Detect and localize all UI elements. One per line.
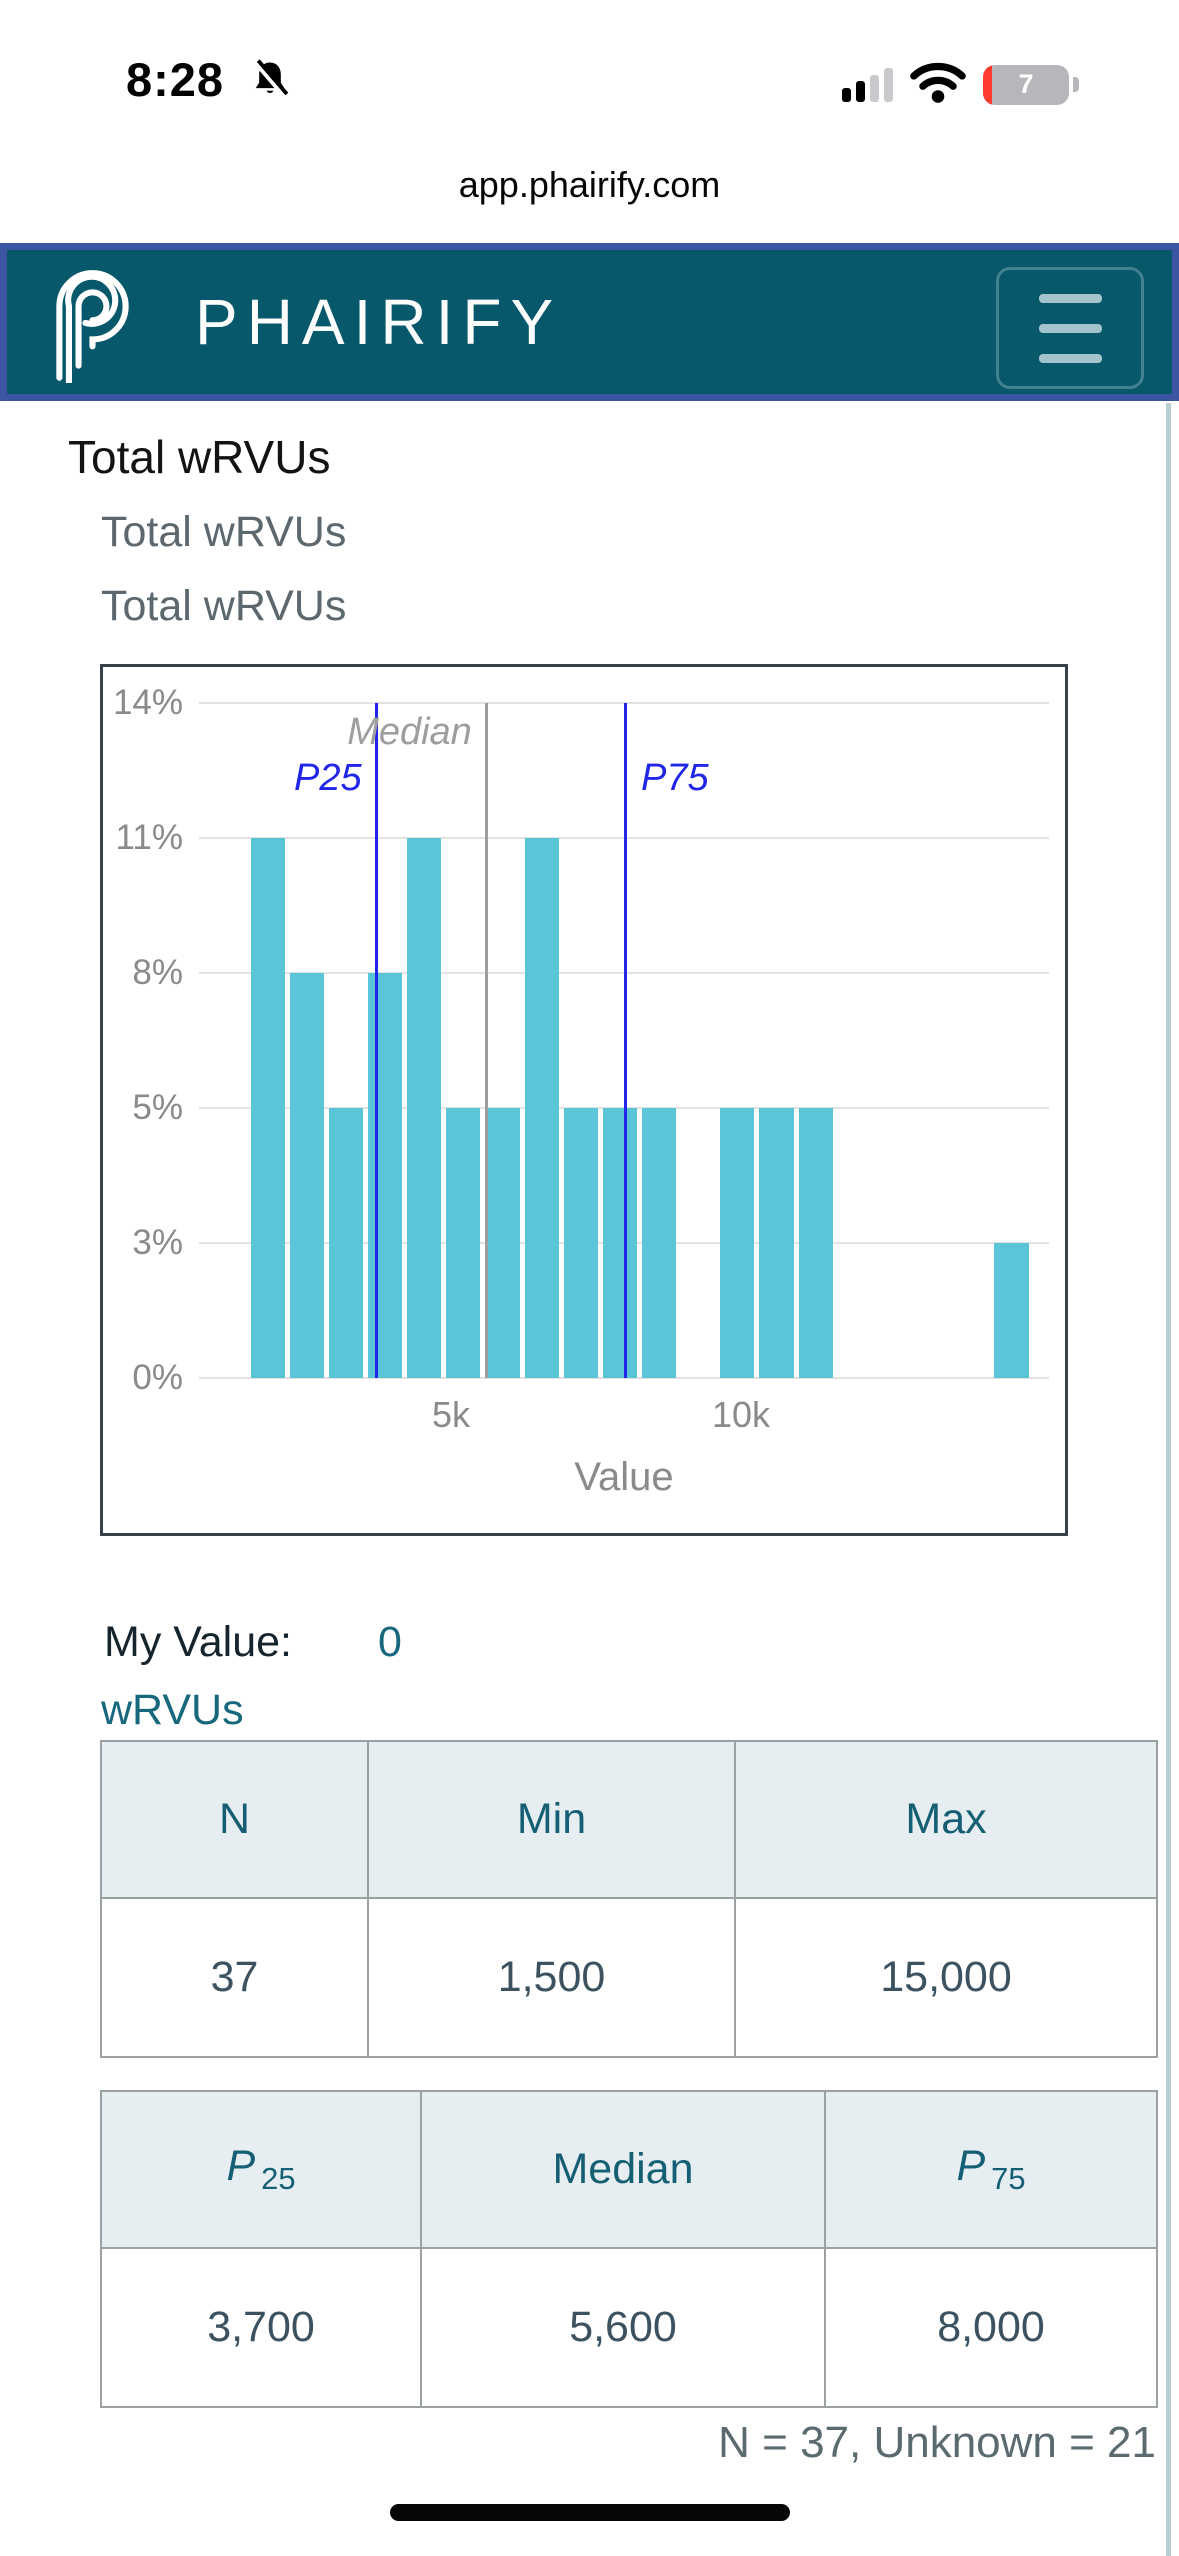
marker-line-p75 (624, 703, 627, 1378)
x-axis-tick-label: 5k (431, 1394, 471, 1435)
histogram-bar (407, 838, 442, 1378)
marker-label-p25: P25 (294, 757, 362, 799)
scrollbar[interactable] (1166, 403, 1171, 2556)
histogram-bar (994, 1243, 1029, 1378)
page-subtitle-2: Total wRVUs (101, 582, 347, 630)
marker-line-p25 (374, 703, 378, 1378)
marker-label-p75: P75 (641, 757, 709, 799)
y-axis-tick-label: 11% (115, 818, 183, 857)
percentile-header-median: Median (420, 2090, 826, 2249)
histogram-bar (250, 838, 285, 1378)
stats-value-max: 15,000 (734, 1897, 1158, 2058)
status-bar: 8:28 7 (0, 0, 1179, 140)
my-value-unit: wRVUs (101, 1686, 244, 1734)
cellular-signal-icon (842, 67, 893, 102)
status-icons: 7 (842, 60, 1079, 109)
histogram-bar (798, 1108, 833, 1378)
y-axis-tick-label: 8% (132, 953, 183, 992)
histogram-card: 0% 3% 5% 8% 11% 14% 5k 10k P25 Median P75 Value (100, 664, 1068, 1536)
hamburger-line (1038, 323, 1102, 333)
x-axis-tick-label: 10k (711, 1394, 771, 1435)
histogram-bar (563, 1108, 598, 1378)
phairify-logo-icon (35, 261, 143, 387)
histogram-bar (446, 1108, 481, 1378)
histogram-bar (485, 1108, 520, 1378)
percentile-table-header-row: P 25 Median P 75 (100, 2090, 1158, 2249)
battery-percent: 7 (1018, 68, 1034, 99)
wifi-icon (909, 60, 967, 109)
histogram-bar (720, 1108, 755, 1378)
percentile-value-median: 5,600 (420, 2247, 826, 2408)
marker-label-median: Median (347, 711, 472, 753)
plot-area: 0% 3% 5% 8% 11% 14% 5k 10k P25 Median P75 (113, 685, 1049, 1435)
histogram-bar (759, 1108, 794, 1378)
marker-line-median (484, 703, 488, 1378)
y-axis-tick-label: 0% (132, 1358, 183, 1397)
stats-header-max: Max (734, 1740, 1158, 1899)
percentile-header-p25: P 25 (100, 2090, 422, 2249)
x-axis-title: Value (574, 1455, 674, 1499)
brand-title: PHAIRIFY (195, 286, 563, 358)
stats-value-n: 37 (100, 1897, 369, 2058)
stats-header-min: Min (367, 1740, 736, 1899)
hamburger-line (1038, 353, 1102, 363)
page-subtitle-1: Total wRVUs (101, 508, 347, 556)
browser-address-bar[interactable]: app.phairify.com (0, 164, 1179, 224)
clock: 8:28 (126, 53, 225, 106)
my-value-label: My Value: (104, 1618, 292, 1666)
percentile-table-data-row: 3,700 5,600 8,000 (100, 2247, 1158, 2408)
histogram-bar (602, 1108, 637, 1378)
histogram-bar (642, 1108, 677, 1378)
app-header: PHAIRIFY (0, 243, 1179, 401)
battery-nub (1073, 77, 1079, 92)
gridline (199, 1377, 1049, 1379)
my-value-row: My Value: 0 (104, 1618, 402, 1667)
notifications-muted-icon (248, 56, 292, 107)
percentile-value-p25: 3,700 (100, 2247, 422, 2408)
stats-header-n: N (100, 1740, 369, 1899)
page-title: Total wRVUs (68, 431, 331, 483)
percentile-header-p75: P 75 (824, 2090, 1158, 2249)
hamburger-line (1038, 293, 1102, 303)
histogram-bar (367, 973, 403, 1378)
sample-size-note: N = 37, Unknown = 21 (718, 2418, 1156, 2467)
my-value-number: 0 (378, 1618, 402, 1666)
percentile-value-p75: 8,000 (824, 2247, 1158, 2408)
battery-icon: 7 (983, 64, 1069, 105)
histogram-bar (524, 838, 559, 1378)
percentile-table: P 25 Median P 75 3,700 5,600 8,000 (100, 2090, 1158, 2408)
y-axis-tick-label: 3% (132, 1223, 183, 1262)
home-indicator[interactable] (390, 2504, 790, 2521)
histogram-bar (328, 1108, 363, 1378)
y-axis-tick-label: 14% (112, 683, 183, 722)
stats-table-data-row: 37 1,500 15,000 (100, 1897, 1158, 2058)
url-text[interactable]: app.phairify.com (458, 164, 721, 205)
stats-value-min: 1,500 (367, 1897, 736, 2058)
stats-table-header-row: N Min Max (100, 1740, 1158, 1899)
hamburger-menu-button[interactable] (996, 267, 1144, 389)
stats-table: N Min Max 37 1,500 15,000 (100, 1740, 1158, 2058)
battery-charge-level (983, 64, 992, 105)
y-axis-tick-label: 5% (132, 1088, 183, 1127)
histogram-bar (289, 973, 324, 1378)
